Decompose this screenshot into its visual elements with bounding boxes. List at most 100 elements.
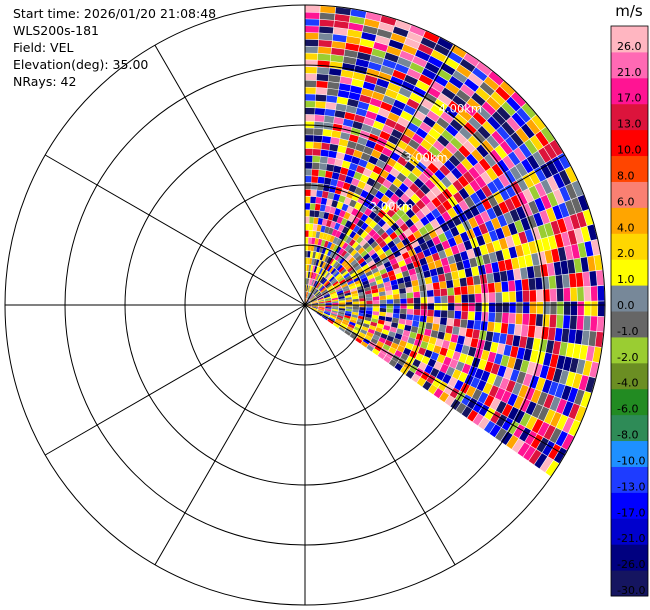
velocity-cell: [482, 121, 496, 135]
velocity-cell: [321, 136, 332, 144]
velocity-cell: [439, 363, 449, 374]
velocity-cell: [575, 272, 584, 287]
velocity-cell: [450, 45, 467, 59]
velocity-cell: [548, 444, 561, 460]
velocity-cell: [327, 157, 336, 165]
colorbar-segment: [611, 233, 648, 260]
velocity-cell: [468, 72, 484, 87]
velocity-cell: [520, 360, 530, 373]
velocity-cell: [338, 232, 346, 240]
velocity-cell: [334, 222, 341, 231]
velocity-cell: [518, 231, 528, 245]
velocity-cell: [329, 243, 336, 251]
velocity-cell: [330, 292, 337, 297]
velocity-cell: [406, 262, 415, 271]
velocity-cell: [424, 179, 436, 190]
velocity-cell: [307, 293, 311, 299]
velocity-cell: [317, 298, 325, 302]
velocity-cell: [357, 318, 364, 323]
velocity-cell: [496, 126, 510, 141]
velocity-cell: [589, 361, 599, 378]
velocity-cell: [490, 410, 502, 424]
azimuth-spoke: [304, 154, 566, 306]
velocity-cell: [582, 360, 593, 377]
velocity-cell: [372, 232, 381, 241]
velocity-cell: [371, 48, 386, 59]
colorbar-segment: [611, 285, 648, 312]
velocity-cell: [436, 354, 446, 364]
velocity-cell: [360, 222, 369, 231]
velocity-cell: [473, 275, 481, 285]
velocity-cell: [318, 39, 332, 48]
velocity-cell: [349, 15, 365, 25]
velocity-cell: [400, 298, 407, 304]
velocity-cell: [334, 13, 350, 23]
velocity-cell: [427, 309, 434, 317]
velocity-cell: [349, 230, 357, 239]
velocity-cell: [305, 39, 319, 47]
velocity-cell: [430, 218, 440, 229]
velocity-cell: [368, 229, 377, 237]
velocity-cell: [420, 139, 433, 151]
velocity-cell: [365, 11, 382, 22]
velocity-cell: [337, 292, 344, 296]
velocity-cell: [574, 389, 585, 406]
velocity-cell: [453, 253, 462, 263]
velocity-cell: [456, 162, 468, 175]
velocity-cell: [306, 278, 308, 285]
velocity-cell: [338, 308, 346, 311]
velocity-cell: [400, 167, 411, 178]
velocity-cell: [571, 197, 583, 214]
velocity-cell: [388, 183, 399, 194]
velocity-cell: [352, 298, 359, 302]
velocity-cell: [392, 236, 402, 245]
velocity-cell: [356, 236, 364, 244]
velocity-cell: [365, 293, 373, 298]
velocity-cell: [431, 157, 444, 169]
velocity-cell: [309, 210, 315, 217]
velocity-cell: [331, 299, 339, 302]
colorbar-segment: [611, 26, 648, 53]
velocity-cell: [376, 279, 384, 285]
velocity-cell: [440, 310, 448, 318]
velocity-cell: [487, 321, 495, 332]
velocity-cell: [389, 274, 397, 281]
velocity-cell: [388, 331, 396, 338]
velocity-cell: [311, 301, 318, 304]
velocity-cell: [467, 346, 477, 357]
velocity-cell: [364, 18, 380, 29]
velocity-cell: [480, 171, 493, 185]
velocity-cell: [368, 277, 376, 284]
velocity-cell: [591, 239, 601, 256]
colorbar-tick-label: 4.0: [617, 221, 635, 234]
velocity-cell: [398, 282, 406, 289]
velocity-cell: [510, 346, 519, 358]
velocity-cell: [563, 315, 571, 329]
velocity-cell: [360, 230, 368, 239]
velocity-cell: [544, 409, 556, 425]
velocity-cell: [529, 290, 537, 302]
velocity-cell: [345, 236, 353, 245]
velocity-cell: [324, 295, 331, 299]
colorbar-segment: [611, 103, 648, 131]
velocity-cell: [495, 250, 504, 262]
velocity-cell: [339, 278, 346, 285]
colorbar-segment: [611, 388, 648, 416]
velocity-cell: [409, 183, 420, 194]
velocity-cell: [322, 290, 329, 295]
velocity-cell: [334, 158, 344, 167]
colorbar-unit: m/s: [615, 2, 643, 20]
velocity-cell: [311, 302, 318, 305]
velocity-cell: [565, 166, 578, 183]
velocity-cell: [501, 312, 509, 324]
velocity-cell: [390, 322, 399, 329]
velocity-cell: [413, 178, 425, 189]
velocity-cell: [461, 302, 469, 312]
velocity-cell: [344, 220, 352, 228]
velocity-cell: [361, 32, 377, 42]
velocity-cell: [484, 220, 495, 232]
velocity-cell: [375, 190, 385, 200]
velocity-cell: [352, 306, 359, 310]
velocity-cell: [459, 58, 476, 73]
velocity-cell: [305, 135, 314, 142]
